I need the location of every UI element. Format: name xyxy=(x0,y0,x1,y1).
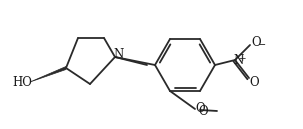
Text: N: N xyxy=(234,54,244,67)
Text: N: N xyxy=(114,47,124,61)
Text: +: + xyxy=(238,54,246,63)
Text: O: O xyxy=(195,102,205,115)
Text: HO: HO xyxy=(12,75,32,88)
Text: O: O xyxy=(249,76,259,90)
Text: −: − xyxy=(258,41,266,50)
Text: O: O xyxy=(251,37,261,50)
Text: O: O xyxy=(198,106,208,118)
Polygon shape xyxy=(30,67,66,82)
